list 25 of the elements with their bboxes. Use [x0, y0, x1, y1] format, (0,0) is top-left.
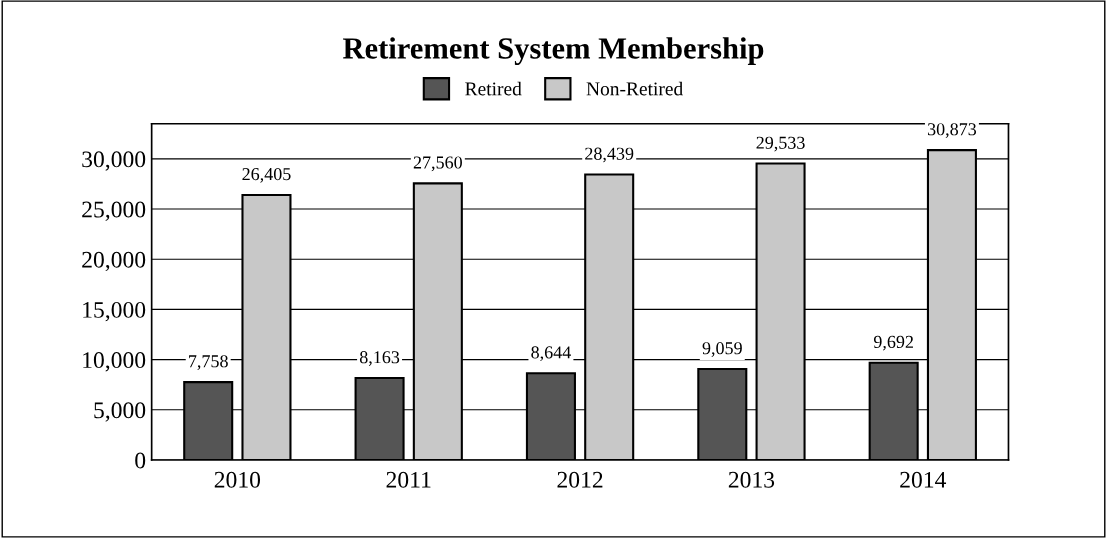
legend-label: Retired [465, 81, 522, 96]
y-tick-label: 15,000 [83, 301, 146, 322]
data-label: 29,533 [756, 136, 805, 152]
data-label: 7,758 [189, 355, 228, 370]
data-label: 8,163 [359, 351, 400, 366]
x-tick-label: 2010 [214, 471, 261, 488]
data-label: 26,405 [242, 167, 291, 183]
x-tick-label: 2011 [386, 471, 431, 488]
data-label: 8,644 [531, 346, 571, 362]
legend-label: Non-Retired [586, 81, 683, 96]
y-tick-label: 20,000 [82, 251, 146, 272]
data-label: 28,439 [585, 147, 634, 163]
y-tick-label: 25,000 [82, 201, 146, 221]
data-label: 9,692 [873, 335, 913, 351]
chart-title: Retirement System Membership [343, 37, 764, 66]
data-label: 9,059 [702, 342, 742, 357]
x-tick-label: 2013 [728, 471, 775, 488]
y-tick-label: 5,000 [94, 402, 146, 422]
x-tick-label: 2014 [900, 471, 947, 488]
data-label: 30,873 [927, 123, 977, 138]
y-tick-label: 0 [135, 452, 146, 469]
x-tick-label: 2012 [557, 471, 603, 488]
data-label: 27,560 [413, 156, 462, 172]
y-tick-label: 10,000 [83, 352, 146, 372]
y-tick-label: 30,000 [82, 151, 146, 171]
